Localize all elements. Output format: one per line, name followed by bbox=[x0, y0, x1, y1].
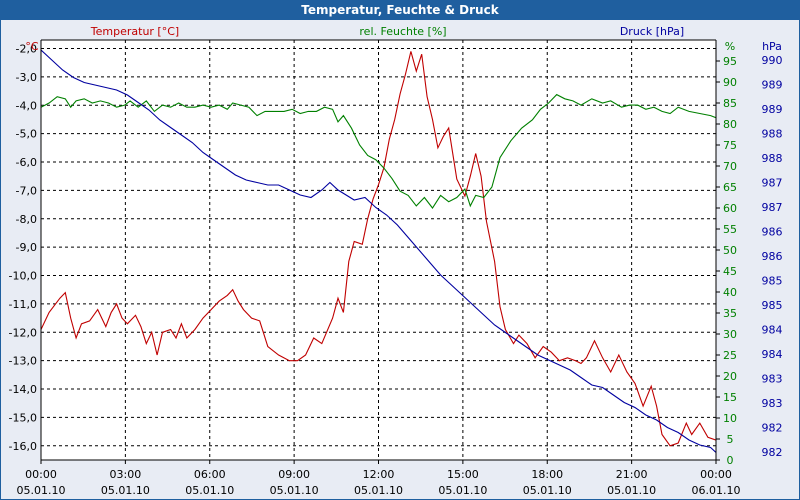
pressure-tick-label: 982 bbox=[762, 422, 783, 435]
legend-humidity: rel. Feuchte [%] bbox=[359, 25, 446, 38]
humidity-tick-label: 0 bbox=[727, 454, 734, 467]
temperature-tick-label: -15,0 bbox=[9, 411, 37, 424]
pressure-tick-label: 986 bbox=[762, 250, 783, 263]
legend-pressure: Druck [hPa] bbox=[620, 25, 684, 38]
x-tick-time: 21:00 bbox=[616, 468, 648, 481]
humidity-tick-label: 35 bbox=[723, 307, 737, 320]
temperature-tick-label: -11,0 bbox=[9, 298, 37, 311]
pressure-tick-label: 989 bbox=[762, 103, 783, 116]
left-axis-unit: °C bbox=[25, 40, 39, 53]
humidity-tick-label: 45 bbox=[723, 265, 737, 278]
x-tick-date: 05.01.10 bbox=[438, 484, 487, 497]
pressure-axis-unit: hPa bbox=[762, 40, 782, 53]
pressure-tick-label: 990 bbox=[762, 54, 783, 67]
x-tick-time: 18:00 bbox=[531, 468, 563, 481]
temperature-tick-label: -13,0 bbox=[9, 355, 37, 368]
chart-title: Temperatur, Feuchte & Druck bbox=[0, 0, 800, 20]
humidity-tick-label: 25 bbox=[723, 349, 737, 362]
humidity-tick-label: 95 bbox=[723, 55, 737, 68]
x-tick-time: 00:00 bbox=[25, 468, 57, 481]
legend-temperature: Temperatur [°C] bbox=[90, 25, 179, 38]
x-tick-time: 03:00 bbox=[110, 468, 142, 481]
x-tick-time: 09:00 bbox=[278, 468, 310, 481]
x-tick-date: 05.01.10 bbox=[354, 484, 403, 497]
pressure-tick-label: 989 bbox=[762, 79, 783, 92]
x-tick-date: 05.01.10 bbox=[607, 484, 656, 497]
humidity-tick-label: 65 bbox=[723, 181, 737, 194]
humidity-tick-label: 60 bbox=[723, 202, 737, 215]
temperature-tick-label: -14,0 bbox=[9, 383, 37, 396]
x-tick-date: 05.01.10 bbox=[270, 484, 319, 497]
pressure-tick-label: 983 bbox=[762, 373, 783, 386]
humidity-tick-label: 50 bbox=[723, 244, 737, 257]
x-tick-time: 12:00 bbox=[363, 468, 395, 481]
temperature-tick-label: -4,0 bbox=[16, 99, 37, 112]
humidity-tick-label: 90 bbox=[723, 76, 737, 89]
humidity-axis-unit: % bbox=[725, 40, 735, 53]
temperature-tick-label: -10,0 bbox=[9, 270, 37, 283]
pressure-tick-label: 988 bbox=[762, 128, 783, 141]
humidity-tick-label: 80 bbox=[723, 118, 737, 131]
humidity-tick-label: 85 bbox=[723, 97, 737, 110]
pressure-tick-label: 982 bbox=[762, 446, 783, 459]
humidity-tick-label: 70 bbox=[723, 160, 737, 173]
x-tick-time: 06:00 bbox=[194, 468, 226, 481]
x-tick-time: 15:00 bbox=[447, 468, 479, 481]
tick-labels: -2,0 -3,0 -4,0 -5,0 -6,0 -7,0 -8,0 -9,0 -10,0 -11… bbox=[9, 43, 783, 497]
humidity-tick-label: 75 bbox=[723, 139, 737, 152]
pressure-tick-label: 985 bbox=[762, 299, 783, 312]
pressure-tick-label: 984 bbox=[762, 348, 783, 361]
pressure-tick-label: 986 bbox=[762, 226, 783, 239]
humidity-tick-label: 15 bbox=[723, 391, 737, 404]
x-tick-time: 00:00 bbox=[700, 468, 732, 481]
pressure-tick-label: 985 bbox=[762, 275, 783, 288]
pressure-tick-label: 988 bbox=[762, 152, 783, 165]
temperature-tick-label: -3,0 bbox=[16, 71, 37, 84]
temperature-tick-label: -8,0 bbox=[16, 213, 37, 226]
x-tick-date: 05.01.10 bbox=[185, 484, 234, 497]
pressure-tick-label: 987 bbox=[762, 177, 783, 190]
temperature-tick-label: -16,0 bbox=[9, 440, 37, 453]
pressure-tick-label: 983 bbox=[762, 397, 783, 410]
x-tick-date: 05.01.10 bbox=[523, 484, 572, 497]
temperature-tick-label: -5,0 bbox=[16, 128, 37, 141]
temperature-tick-label: -6,0 bbox=[16, 156, 37, 169]
humidity-tick-label: 10 bbox=[723, 412, 737, 425]
grid-lines bbox=[41, 40, 716, 460]
humidity-tick-label: 40 bbox=[723, 286, 737, 299]
temperature-tick-label: -7,0 bbox=[16, 184, 37, 197]
humidity-tick-label: 55 bbox=[723, 223, 737, 236]
pressure-tick-label: 987 bbox=[762, 201, 783, 214]
humidity-line bbox=[41, 93, 716, 209]
temperature-tick-label: -9,0 bbox=[16, 241, 37, 254]
x-tick-date: 06.01.10 bbox=[692, 484, 741, 497]
humidity-tick-label: 20 bbox=[723, 370, 737, 383]
series-lines bbox=[41, 49, 716, 453]
humidity-tick-label: 5 bbox=[727, 433, 734, 446]
temperature-line bbox=[41, 51, 716, 447]
pressure-tick-label: 984 bbox=[762, 324, 783, 337]
x-tick-date: 05.01.10 bbox=[17, 484, 66, 497]
temperature-tick-label: -2,0 bbox=[16, 43, 37, 56]
humidity-tick-label: 30 bbox=[723, 328, 737, 341]
pressure-line bbox=[41, 49, 716, 453]
x-tick-date: 05.01.10 bbox=[101, 484, 150, 497]
temperature-tick-label: -12,0 bbox=[9, 326, 37, 339]
